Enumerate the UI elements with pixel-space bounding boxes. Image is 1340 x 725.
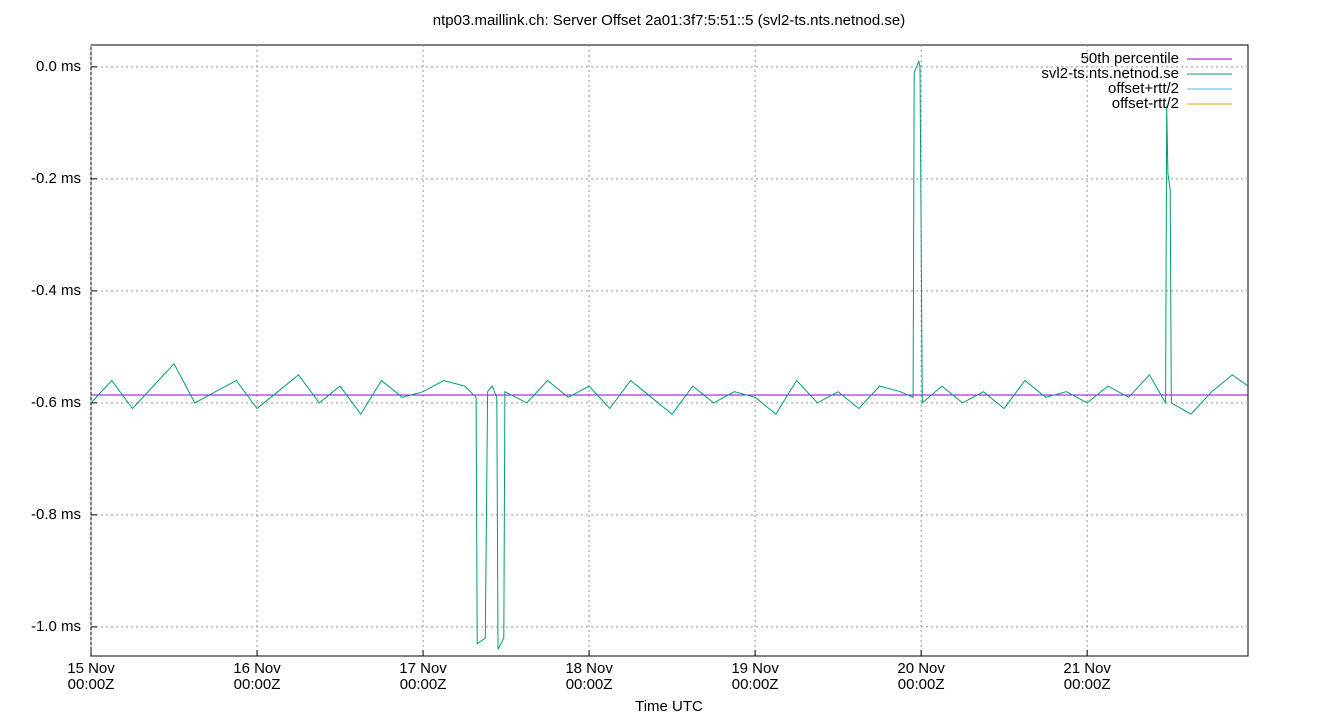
legend-label: offset-rtt/2 [1112, 95, 1179, 112]
legend-label: offset+rtt/2 [1108, 80, 1179, 97]
x-tick-label: 21 Nov [1063, 660, 1111, 677]
x-tick-label: 00:00Z [1064, 676, 1111, 693]
x-tick-label: 20 Nov [897, 660, 945, 677]
x-axis-label: Time UTC [635, 698, 703, 715]
y-tick-label: -0.8 ms [31, 506, 81, 523]
y-tick-label: -0.2 ms [31, 170, 81, 187]
data-line [90, 59, 1249, 650]
x-tick-label: 00:00Z [898, 676, 945, 693]
x-tick-label: 15 Nov [67, 660, 115, 677]
y-tick-label: 0.0 ms [36, 58, 81, 75]
x-tick-label: 16 Nov [233, 660, 281, 677]
x-tick-label: 00:00Z [732, 676, 779, 693]
x-tick-label: 18 Nov [565, 660, 613, 677]
x-tick-label: 00:00Z [234, 676, 281, 693]
y-tick-label: -0.6 ms [31, 394, 81, 411]
x-tick-label: 17 Nov [399, 660, 447, 677]
y-tick-label: -0.4 ms [31, 282, 81, 299]
y-tick-label: -1.0 ms [31, 618, 81, 635]
x-tick-label: 19 Nov [731, 660, 779, 677]
legend-label: svl2-ts.nts.netnod.se [1041, 65, 1179, 82]
legend-label: 50th percentile [1081, 50, 1179, 67]
x-tick-label: 00:00Z [68, 676, 115, 693]
x-tick-label: 00:00Z [566, 676, 613, 693]
x-tick-label: 00:00Z [400, 676, 447, 693]
chart-title: ntp03.maillink.ch: Server Offset 2a01:3f… [433, 12, 905, 29]
